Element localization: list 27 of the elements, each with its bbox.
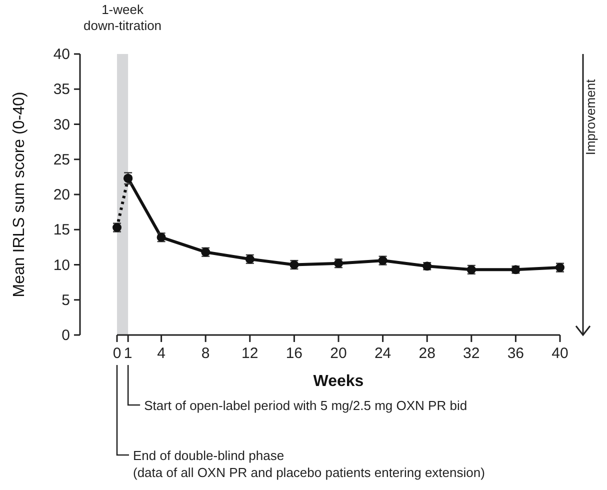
band-label: 1-week down-titration: [84, 2, 162, 33]
x-tick-label: 8: [201, 345, 210, 362]
y-tick-label: 15: [53, 222, 70, 239]
x-tick-label: 36: [507, 345, 524, 362]
y-tick-label: 35: [53, 81, 70, 98]
x-tick-label: 16: [286, 345, 303, 362]
y-tick-label: 20: [53, 186, 70, 204]
y-tick-label: 0: [62, 327, 70, 344]
x-tick-label: 24: [374, 345, 392, 362]
x-tick-label: 4: [157, 345, 166, 362]
y-axis-title: Mean IRLS sum score (0-40): [11, 92, 28, 298]
text: Start of open-label period with 5 mg/2.5 mg OXN PR bid: [144, 398, 468, 413]
x-tick-label: 40: [552, 345, 568, 362]
x-tick-label: 1: [124, 345, 132, 362]
x-tick-label: 0: [112, 345, 122, 362]
x-tick-label: 28: [418, 345, 436, 362]
x-tick-label: 20: [330, 345, 347, 362]
y-tick-label: 25: [53, 151, 70, 168]
x-tick-label: 12: [242, 345, 258, 362]
text: Improvement: [583, 78, 598, 156]
y-tick-label: 40: [53, 46, 70, 63]
text: End of double-blind phase (data of all OXN PR and placebo patients entering extension): [133, 448, 485, 480]
x-axis-title: Weeks: [313, 373, 364, 390]
y-tick-label: 10: [53, 256, 70, 274]
y-tick-label: 5: [62, 292, 70, 309]
y-tick-label: 30: [53, 116, 70, 134]
x-tick-label: 32: [463, 345, 480, 362]
